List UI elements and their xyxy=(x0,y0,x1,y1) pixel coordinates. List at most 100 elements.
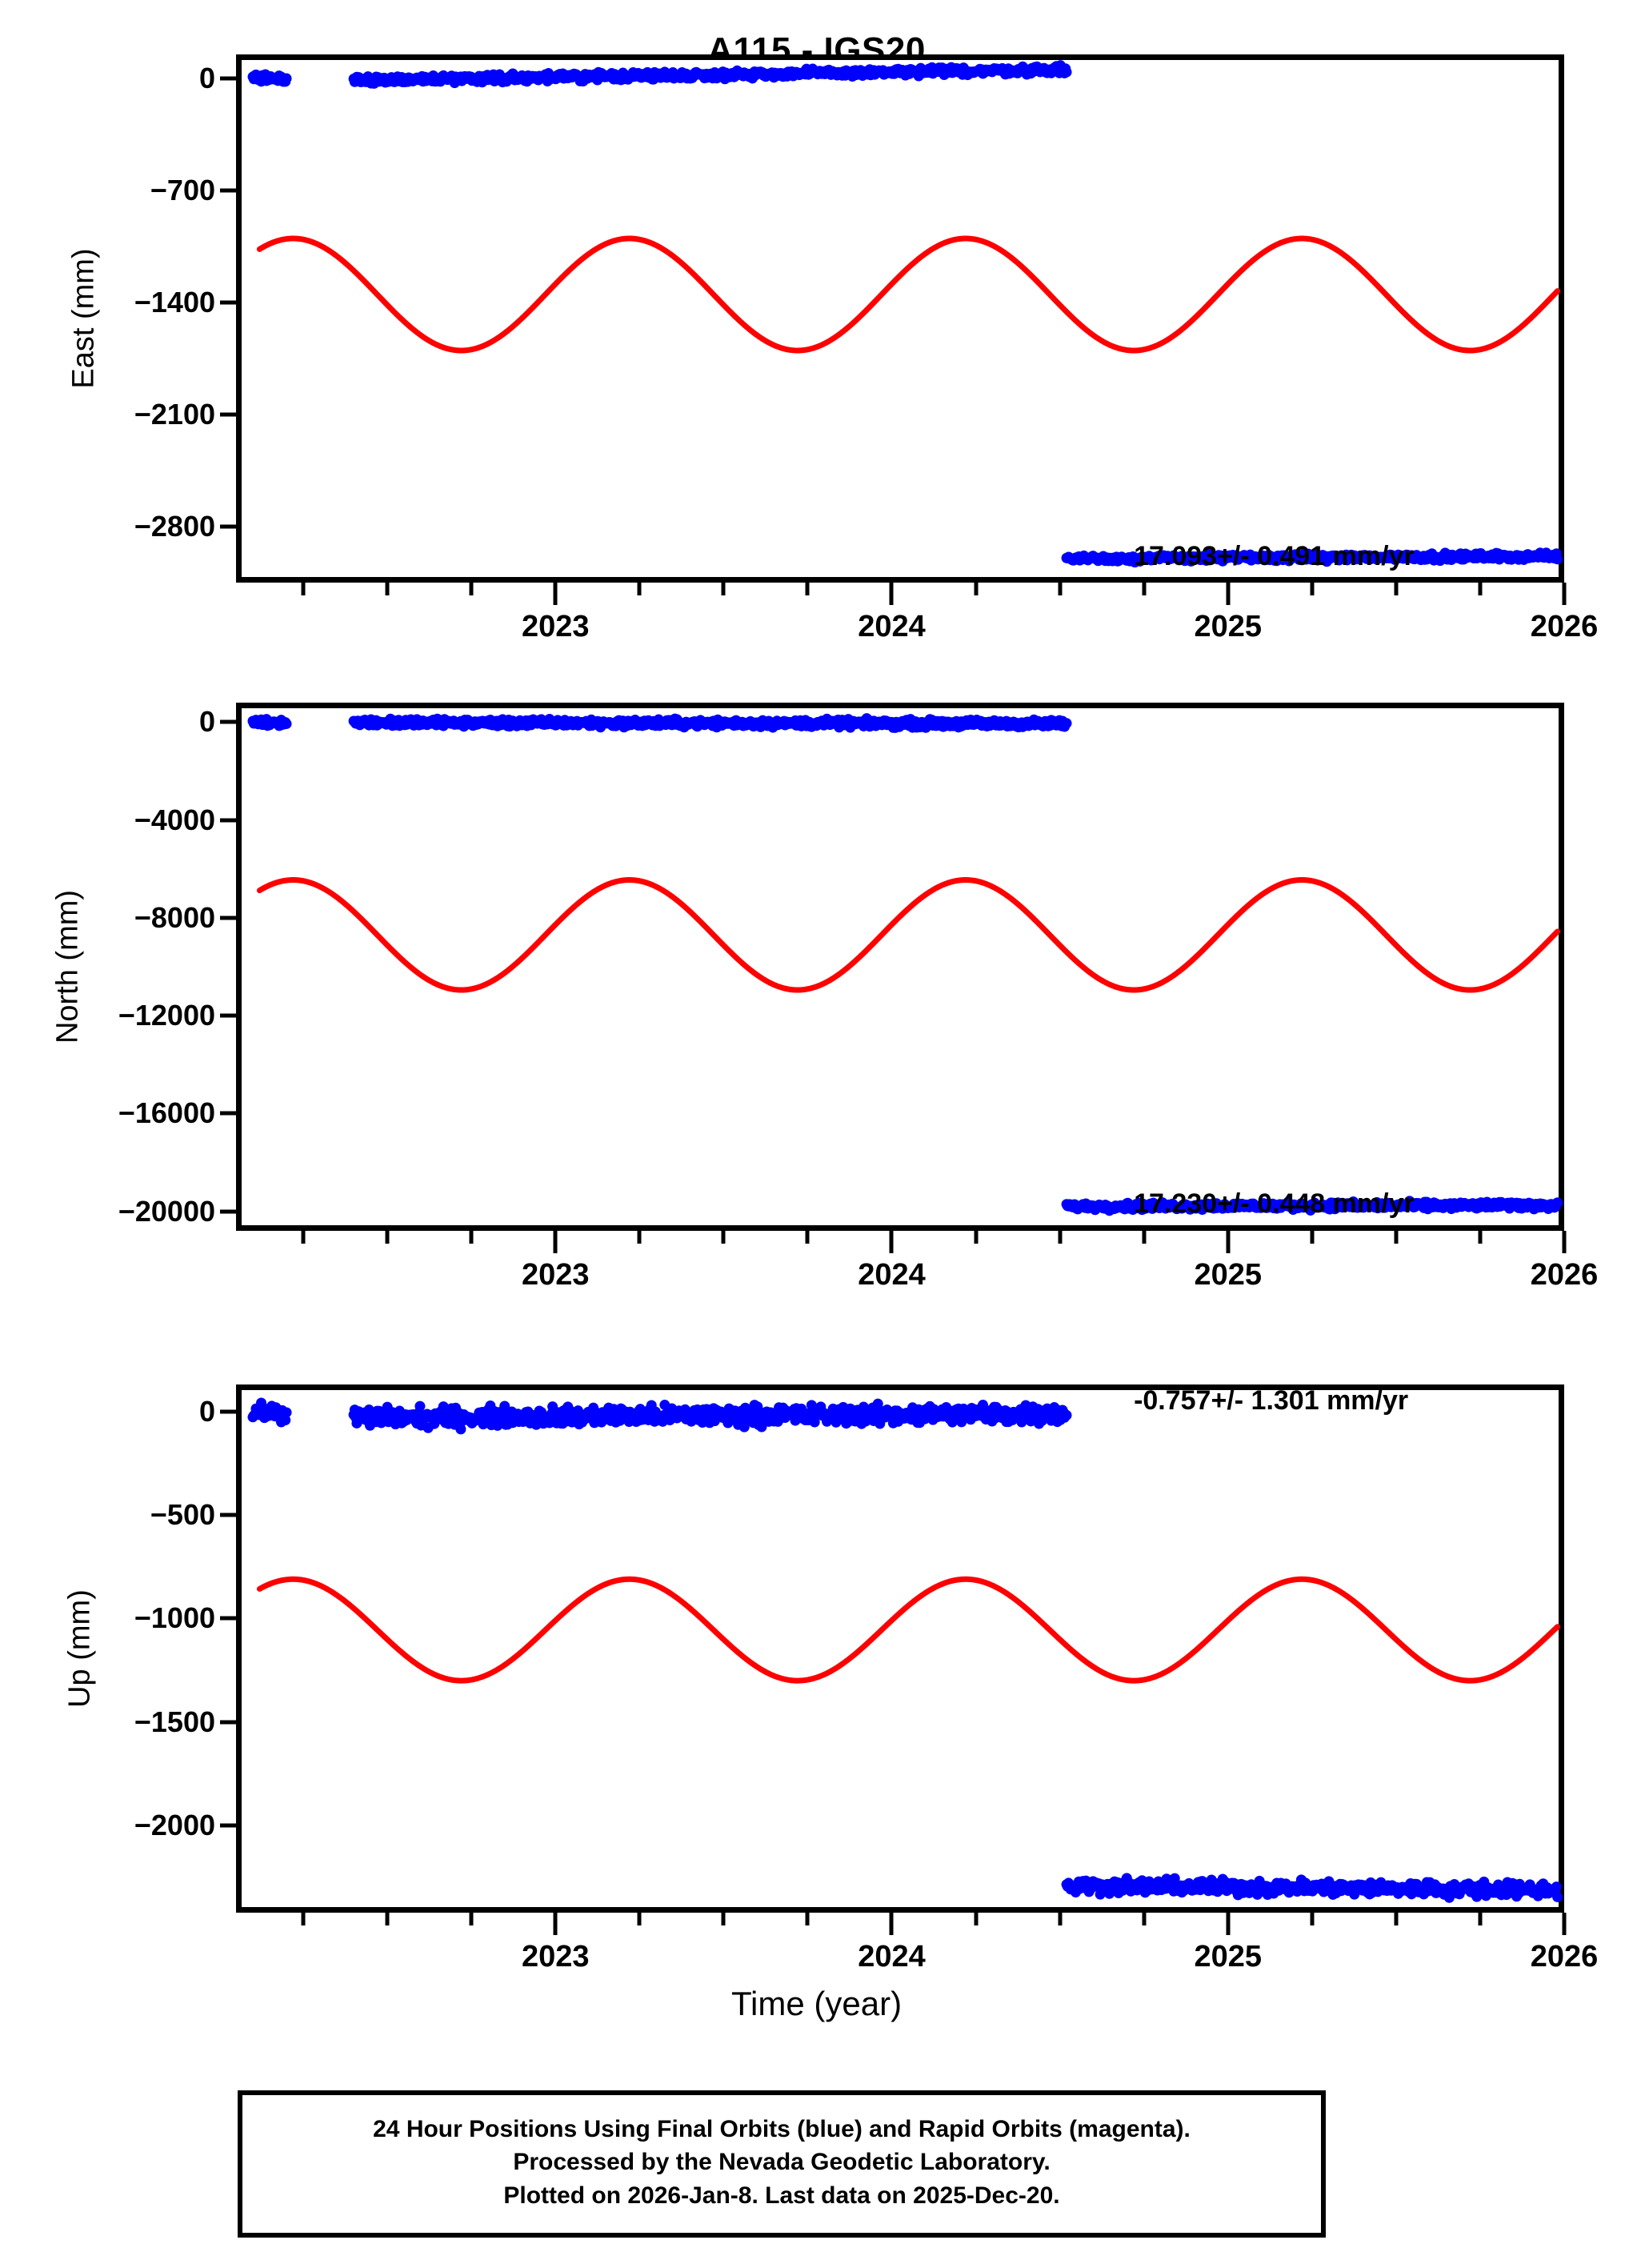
panel-up-x-tick-mark-minor xyxy=(1310,1913,1315,1925)
panel-north-x-tick-mark-minor xyxy=(721,1231,726,1244)
panel-north-y-axis-label: North (mm) xyxy=(50,889,85,1044)
panel-up-x-tick-mark-minor xyxy=(974,1913,979,1925)
panel-north-x-tick-mark-major xyxy=(553,1231,558,1253)
panel-east-x-tick-label: 2026 xyxy=(1530,610,1599,643)
panel-east-x-tick-mark-minor xyxy=(721,583,726,595)
panel-east-x-tick-mark-minor xyxy=(301,583,306,595)
panel-north-y-tick-label: −12000 xyxy=(118,999,215,1032)
panel-north-x-tick-label: 2024 xyxy=(858,1258,926,1292)
panel-east-x-tick-mark-minor xyxy=(1058,583,1063,595)
panel-up-x-tick-mark-minor xyxy=(805,1913,810,1925)
panel-north-x-tick-mark-minor xyxy=(1142,1231,1147,1244)
panel-up-x-tick-label: 2023 xyxy=(521,1940,590,1973)
panel-east-x-tick-mark-minor xyxy=(1394,583,1399,595)
x-axis-label: Time (year) xyxy=(730,1985,903,2022)
caption-line-1: 24 Hour Positions Using Final Orbits (bl… xyxy=(373,2116,1191,2142)
panel-east-x-tick-mark-minor xyxy=(974,583,979,595)
panel-north-x-tick-mark-minor xyxy=(1394,1231,1399,1244)
panel-north-x-tick-mark-minor xyxy=(805,1231,810,1244)
panel-north-x-tick-mark-minor xyxy=(385,1231,390,1244)
panel-up-y-axis-label: Up (mm) xyxy=(62,1589,97,1708)
panel-up-x-tick-mark-major xyxy=(1562,1913,1567,1935)
panel-north-y-tick-label: −8000 xyxy=(134,900,215,934)
panel-up-x-tick-mark-minor xyxy=(1478,1913,1483,1925)
panel-north-x-tick-mark-minor xyxy=(1310,1231,1315,1244)
panel-up-y-tick-label: −500 xyxy=(150,1498,215,1532)
panel-up-y-tick-mark xyxy=(220,1823,236,1828)
panel-up-y-tick-mark xyxy=(220,1409,236,1414)
panel-up-y-tick-label: −2000 xyxy=(134,1809,215,1842)
caption-line-2: Processed by the Nevada Geodetic Laborat… xyxy=(513,2149,1051,2176)
panel-up-rate-annotation: -0.757+/- 1.301 mm/yr xyxy=(1134,1385,1409,1416)
panel-north-x-tick-mark-major xyxy=(1562,1231,1567,1253)
panel-up-x-tick-mark-minor xyxy=(385,1913,390,1925)
panel-north-y-tick-label: 0 xyxy=(198,705,215,739)
panel-up: Up (mm) -0.757+/- 1.301 mm/yr 0 −500 −1000… xyxy=(63,1384,1598,1973)
panel-east-y-tick-label: −2800 xyxy=(134,510,215,543)
panel-east-model-curve xyxy=(256,235,1561,354)
panel-east-y-axis-label: East (mm) xyxy=(66,248,101,389)
panel-east-data-points xyxy=(247,60,1072,89)
panel-up-y-tick-mark xyxy=(220,1616,236,1621)
panel-north-y-tick-mark xyxy=(220,1209,236,1214)
panel-east-x-tick-label: 2024 xyxy=(858,610,926,643)
panel-east-x-tick-mark-minor xyxy=(469,583,474,595)
panel-east-y-tick-mark xyxy=(220,412,236,417)
panel-up-y-tick-label: −1000 xyxy=(134,1601,215,1635)
panel-east-x-tick-mark-minor xyxy=(385,583,390,595)
panel-east-rate-annotation: 17.093+/- 0.491 mm/yr xyxy=(1134,541,1415,571)
panel-up-x-tick-mark-major xyxy=(553,1913,558,1935)
panel-east-y-tick-label: 0 xyxy=(198,62,215,94)
panel-up-y-tick-mark xyxy=(220,1513,236,1517)
panel-east-x-tick-label: 2025 xyxy=(1194,610,1263,643)
panel-up-x-tick-mark-minor xyxy=(1394,1913,1399,1925)
panel-east-y-tick-label: −700 xyxy=(150,174,215,206)
panel-north-x-tick-mark-minor xyxy=(1058,1231,1063,1244)
panel-east-x-tick-mark-minor xyxy=(637,583,642,595)
panel-east-x-tick-mark-major xyxy=(553,583,558,605)
panel-east-y-tick-label: −1400 xyxy=(134,286,215,319)
panel-north-y-tick-label: −20000 xyxy=(118,1194,215,1228)
panel-north-x-tick-mark-major xyxy=(1226,1231,1231,1253)
panel-up-y-tick-label: −1500 xyxy=(134,1705,215,1738)
panel-north-x-tick-mark-minor xyxy=(637,1231,642,1244)
panel-east-y-tick-mark xyxy=(220,300,236,305)
panel-up-x-tick-mark-minor xyxy=(469,1913,474,1925)
panel-up-x-tick-label: 2026 xyxy=(1530,1940,1599,1973)
panel-east-y-tick-mark xyxy=(220,524,236,529)
panel-up-y-tick-mark xyxy=(220,1720,236,1725)
panel-up-x-tick-label: 2025 xyxy=(1194,1940,1263,1973)
panel-up-data-points xyxy=(247,1397,1072,1435)
panel-up-x-tick-mark-minor xyxy=(1058,1913,1063,1925)
panel-up-x-tick-mark-minor xyxy=(637,1913,642,1925)
panel-up-y-tick-label: 0 xyxy=(198,1394,215,1428)
panel-east-x-tick-mark-minor xyxy=(805,583,810,595)
panel-north-y-tick-mark xyxy=(220,719,236,724)
panel-north-x-tick-label: 2025 xyxy=(1194,1258,1263,1292)
panel-up-x-tick-mark-minor xyxy=(1142,1913,1147,1925)
panel-north-x-tick-mark-major xyxy=(889,1231,894,1253)
panel-east-x-tick-mark-minor xyxy=(1478,583,1483,595)
panel-north-x-tick-mark-minor xyxy=(301,1231,306,1244)
panel-north-y-tick-label: −4000 xyxy=(134,803,215,836)
panel-north-x-tick-label: 2026 xyxy=(1530,1258,1599,1292)
panel-north-frame xyxy=(236,703,1564,1231)
panel-up-x-tick-label: 2024 xyxy=(858,1940,926,1973)
caption-line-3: Plotted on 2026-Jan-8. Last data on 2025… xyxy=(503,2182,1060,2209)
panel-north-y-tick-mark xyxy=(220,1111,236,1116)
panel-north-x-tick-mark-minor xyxy=(974,1231,979,1244)
panel-east-y-tick-label: −2100 xyxy=(134,398,215,431)
panel-east-x-tick-label: 2023 xyxy=(521,610,590,643)
panel-east-data-points xyxy=(1061,547,1563,568)
panel-north-y-tick-mark xyxy=(220,1013,236,1018)
panel-north-data-points xyxy=(1061,1196,1563,1216)
panel-north: North (mm) 17.230+/- 0.448 mm/yr 0 −4000 −… xyxy=(51,703,1598,1292)
panel-east-y-tick-mark xyxy=(220,76,236,81)
panel-up-plot-area xyxy=(247,1397,1563,1903)
panel-east-x-tick-mark-major xyxy=(889,583,894,605)
panel-up-frame xyxy=(236,1384,1564,1913)
panel-up-x-tick-mark-major xyxy=(1226,1913,1231,1935)
panel-north-y-tick-mark xyxy=(220,916,236,920)
panel-north-plot-area xyxy=(247,713,1563,1216)
